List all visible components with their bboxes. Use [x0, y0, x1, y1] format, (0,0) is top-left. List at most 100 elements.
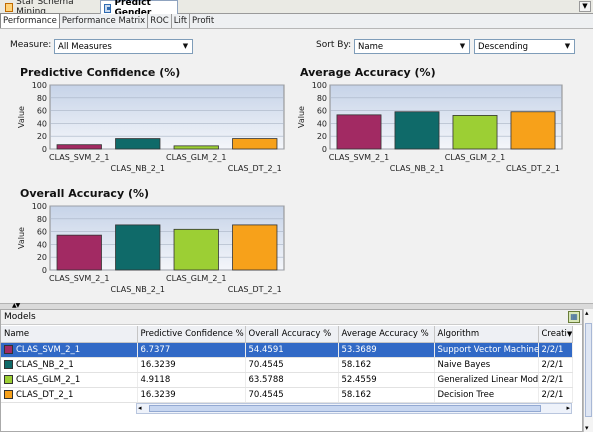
bar-clas_glm_2_1	[173, 228, 219, 271]
y-axis-label: Value	[297, 106, 306, 128]
sort-order-select[interactable]: Descending ▼	[474, 39, 575, 54]
x-tick-label: CLAS_SVM_2_1	[49, 153, 109, 162]
cell-predictive-confidence: 6.7377	[137, 342, 246, 358]
cell-text: 63.5788	[248, 374, 284, 385]
bar-clas_glm_2_1	[452, 115, 498, 150]
bar-clas_nb_2_1	[115, 224, 161, 271]
x-tick-label: CLAS_GLM_2_1	[166, 153, 227, 162]
table-row[interactable]: CLAS_SVM_2_1 6.7377 54.4591 53.3689 Support …	[1, 342, 573, 358]
chart-title-average-accuracy: Average Accuracy (%)	[300, 66, 436, 79]
bar-clas_svm_2_1	[56, 144, 102, 150]
cell-algorithm: Naive Bayes	[434, 357, 539, 373]
bar-clas_dt_2_1	[232, 224, 278, 271]
y-axis-label: Value	[17, 106, 26, 128]
measure-select[interactable]: All Measures ▼	[54, 39, 193, 54]
column-header-creation-date[interactable]: Creati▼	[538, 326, 573, 343]
tab-label: Performance	[3, 16, 57, 26]
column-settings-icon[interactable]: ▦	[568, 311, 580, 323]
model-color-swatch	[4, 344, 13, 354]
table-row[interactable]: CLAS_GLM_2_1 4.9118 63.5788 52.4559 Generali…	[1, 372, 573, 388]
editor-tab-label: Star Schema Mining	[16, 0, 74, 17]
column-header-average-accuracy[interactable]: Average Accuracy %	[338, 326, 435, 343]
cell-predictive-confidence: 16.3239	[137, 357, 246, 373]
y-tick-label: 60	[37, 107, 47, 116]
tab-label: Lift	[173, 16, 188, 26]
cell-text: 70.4545	[248, 389, 284, 400]
cell-text: 6.7377	[140, 344, 171, 355]
sort-order-select-value: Descending	[478, 42, 529, 52]
overall-accuracy-chart: 0 20 40 60 80 100 Value CLAS_SVM_2_1CLAS_NB_2_1…	[17, 202, 285, 294]
model-color-swatch	[4, 359, 13, 369]
cell-text: 53.3689	[341, 344, 377, 355]
y-tick-label: 40	[37, 240, 47, 249]
column-header-algorithm[interactable]: Algorithm	[434, 326, 539, 343]
tab-label: ROC	[150, 16, 169, 26]
horizontal-scroll-thumb[interactable]	[149, 405, 541, 412]
horizontal-scrollbar[interactable]: ◂ ▸	[136, 403, 572, 414]
y-tick-label: 20	[317, 132, 327, 141]
panel-splitter[interactable]: ▲▼	[0, 302, 593, 309]
column-header-label: Creati	[541, 328, 567, 339]
column-header-predictive-confidence[interactable]: Predictive Confidence %	[137, 326, 246, 343]
column-header-overall-accuracy[interactable]: Overall Accuracy %	[245, 326, 339, 343]
models-title: Models	[4, 312, 36, 322]
vertical-scroll-thumb[interactable]	[585, 323, 592, 417]
x-tick-label: CLAS_SVM_2_1	[329, 153, 389, 162]
cell-text: CLAS_SVM_2_1	[16, 344, 81, 355]
vertical-scrollbar[interactable]: ▴ ▾	[583, 309, 593, 432]
table-row[interactable]: CLAS_DT_2_1 16.3239 70.4545 58.162 Decision …	[1, 387, 573, 403]
model-build-icon	[104, 3, 112, 13]
collapse-arrows-icon[interactable]: ▲▼	[12, 302, 20, 309]
tab-lift[interactable]: Lift	[172, 14, 191, 28]
cell-text: CLAS_DT_2_1	[16, 389, 74, 400]
y-tick-label: 40	[37, 119, 47, 128]
y-tick-label: 0	[322, 145, 327, 154]
cell-name: CLAS_DT_2_1	[1, 387, 138, 403]
workflow-icon	[5, 2, 14, 12]
column-header-name[interactable]: Name	[1, 326, 138, 343]
x-tick-label: CLAS_GLM_2_1	[445, 153, 506, 162]
performance-panel: Measure: All Measures ▼ Sort By: Name ▼ …	[0, 29, 593, 303]
cell-algorithm: Support Vector Machine	[434, 342, 539, 358]
cell-average-accuracy: 58.162	[338, 387, 435, 403]
table-row[interactable]: CLAS_NB_2_1 16.3239 70.4545 58.162 Naive Bay…	[1, 357, 573, 373]
model-color-swatch	[4, 374, 13, 384]
tab-profit[interactable]: Profit	[190, 14, 216, 28]
y-tick-label: 80	[37, 215, 47, 224]
cell-average-accuracy: 53.3689	[338, 342, 435, 358]
cell-predictive-confidence: 4.9118	[137, 372, 246, 388]
cell-text: 54.4591	[248, 344, 284, 355]
tab-list-dropdown-button[interactable]: ▼	[579, 1, 591, 12]
x-tick-label: CLAS_NB_2_1	[111, 285, 165, 294]
editor-tab-predict-gender[interactable]: Predict Gender	[100, 0, 178, 18]
models-table: Name Predictive Confidence % Overall Acc…	[1, 326, 573, 403]
sort-by-select[interactable]: Name ▼	[354, 39, 470, 54]
editor-tab-star-schema-mining[interactable]: Star Schema Mining	[2, 0, 98, 17]
y-tick-label: 0	[42, 145, 47, 154]
scroll-right-icon[interactable]: ▸	[566, 404, 570, 412]
y-tick-label: 100	[312, 81, 327, 90]
scroll-down-icon[interactable]: ▾	[585, 424, 589, 432]
tab-roc[interactable]: ROC	[148, 14, 172, 28]
scroll-left-icon[interactable]: ◂	[138, 404, 142, 412]
cell-algorithm: Decision Tree	[434, 387, 539, 403]
scroll-up-icon[interactable]: ▴	[585, 309, 589, 317]
cell-text: Decision Tree	[437, 389, 495, 400]
bar-clas_nb_2_1	[394, 111, 440, 150]
cell-overall-accuracy: 70.4545	[245, 357, 339, 373]
model-color-swatch	[4, 389, 13, 399]
x-tick-label: CLAS_GLM_2_1	[166, 274, 227, 283]
cell-text: 16.3239	[140, 389, 176, 400]
y-tick-label: 60	[317, 107, 327, 116]
cell-text: 16.3239	[140, 359, 176, 370]
tab-performance-matrix[interactable]: Performance Matrix	[60, 14, 149, 28]
tab-performance[interactable]: Performance	[0, 13, 60, 28]
y-tick-label: 20	[37, 132, 47, 141]
chevron-down-icon: ▼	[582, 2, 588, 10]
chart-title-predictive-confidence: Predictive Confidence (%)	[20, 66, 181, 79]
y-tick-label: 100	[32, 81, 47, 90]
cell-text: 70.4545	[248, 359, 284, 370]
cell-average-accuracy: 52.4559	[338, 372, 435, 388]
cell-name: CLAS_NB_2_1	[1, 357, 138, 373]
cell-creation-date: 2/2/1	[538, 357, 573, 373]
